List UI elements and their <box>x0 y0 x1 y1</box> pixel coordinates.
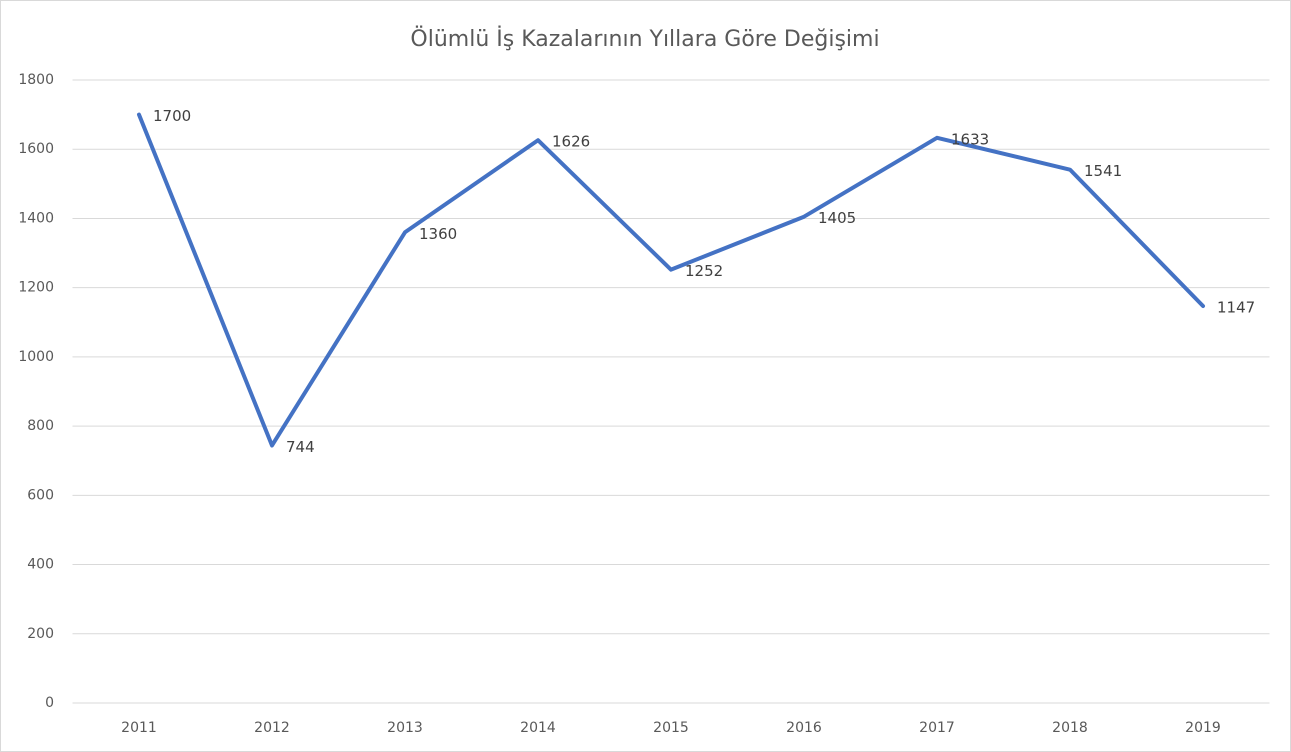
y-tick-label: 800 <box>27 418 54 434</box>
y-tick-label: 200 <box>27 626 54 642</box>
data-label: 1252 <box>685 262 723 280</box>
x-tick-label: 2012 <box>254 720 290 736</box>
x-tick-label: 2014 <box>520 720 556 736</box>
data-label: 744 <box>286 438 315 456</box>
y-tick-label: 0 <box>45 695 54 711</box>
y-tick-label: 1000 <box>18 349 54 365</box>
x-tick-label: 2018 <box>1052 720 1088 736</box>
x-tick-label: 2011 <box>121 720 157 736</box>
x-tick-label: 2013 <box>387 720 423 736</box>
y-tick-label: 1600 <box>18 141 54 157</box>
data-label: 1700 <box>153 107 191 125</box>
x-tick-label: 2016 <box>786 720 822 736</box>
line <box>137 112 1205 448</box>
data-label: 1360 <box>419 225 457 243</box>
x-tick-label: 2019 <box>1185 720 1221 736</box>
data-label: 1147 <box>1217 299 1255 317</box>
data-label: 1405 <box>818 209 856 227</box>
data-label: 1626 <box>552 133 590 151</box>
chart-title: Ölümlü İş Kazalarının Yıllara Göre Değiş… <box>410 26 879 52</box>
x-tick-label: 2015 <box>653 720 689 736</box>
y-tick-label: 1200 <box>18 280 54 296</box>
y-tick-label: 1800 <box>18 72 54 88</box>
y-tick-label: 400 <box>27 557 54 573</box>
x-tick-label: 2017 <box>919 720 955 736</box>
data-label: 1633 <box>951 130 989 148</box>
y-tick-label: 1400 <box>18 210 54 226</box>
y-tick-label: 600 <box>27 487 54 503</box>
data-label: 1541 <box>1084 162 1122 180</box>
